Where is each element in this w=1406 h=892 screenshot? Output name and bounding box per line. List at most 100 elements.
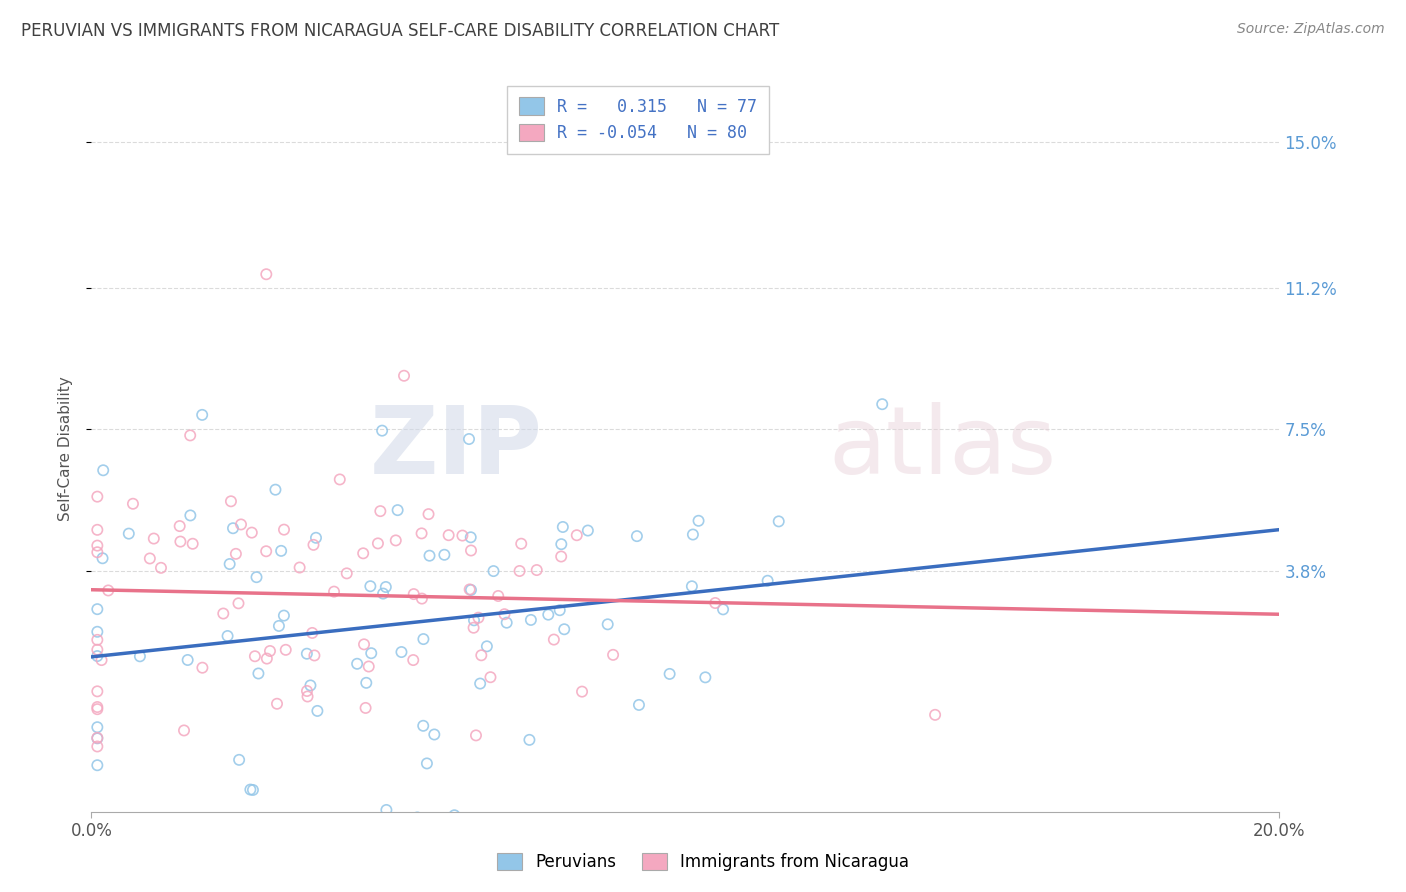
- Point: [288, 560, 311, 574]
- Point: [273, 608, 295, 623]
- Point: [467, 610, 489, 624]
- Point: [681, 579, 703, 593]
- Point: [423, 727, 446, 741]
- Text: Source: ZipAtlas.com: Source: ZipAtlas.com: [1237, 22, 1385, 37]
- Point: [245, 570, 267, 584]
- Point: [304, 648, 326, 663]
- Point: [470, 676, 492, 690]
- Point: [458, 582, 481, 597]
- Point: [627, 698, 650, 712]
- Point: [682, 527, 704, 541]
- Point: [86, 739, 108, 754]
- Point: [254, 267, 277, 281]
- Point: [86, 731, 108, 745]
- Point: [463, 613, 485, 627]
- Point: [91, 551, 114, 566]
- Text: ZIP: ZIP: [370, 402, 543, 494]
- Point: [711, 602, 734, 616]
- Point: [357, 659, 380, 673]
- Point: [86, 731, 108, 746]
- Point: [359, 579, 381, 593]
- Point: [228, 753, 250, 767]
- Point: [299, 678, 322, 692]
- Point: [242, 783, 264, 797]
- Point: [548, 603, 571, 617]
- Point: [259, 644, 281, 658]
- Point: [273, 523, 295, 537]
- Point: [551, 520, 574, 534]
- Point: [451, 528, 474, 542]
- Point: [375, 803, 398, 817]
- Point: [336, 566, 359, 581]
- Point: [346, 657, 368, 671]
- Point: [139, 551, 162, 566]
- Point: [479, 670, 502, 684]
- Point: [510, 537, 533, 551]
- Point: [437, 528, 460, 542]
- Point: [768, 515, 790, 529]
- Point: [254, 544, 277, 558]
- Point: [122, 497, 145, 511]
- Point: [465, 728, 488, 742]
- Point: [353, 637, 375, 651]
- Point: [176, 653, 198, 667]
- Point: [356, 676, 378, 690]
- Point: [550, 537, 572, 551]
- Point: [602, 648, 624, 662]
- Point: [329, 472, 352, 486]
- Point: [217, 629, 239, 643]
- Point: [86, 624, 108, 639]
- Point: [543, 632, 565, 647]
- Point: [179, 508, 201, 523]
- Point: [219, 494, 242, 508]
- Point: [486, 589, 509, 603]
- Point: [243, 649, 266, 664]
- Point: [367, 536, 389, 550]
- Point: [86, 649, 108, 664]
- Point: [371, 424, 394, 438]
- Point: [416, 813, 439, 827]
- Point: [411, 591, 433, 606]
- Point: [301, 626, 323, 640]
- Text: PERUVIAN VS IMMIGRANTS FROM NICARAGUA SELF-CARE DISABILITY CORRELATION CHART: PERUVIAN VS IMMIGRANTS FROM NICARAGUA SE…: [21, 22, 779, 40]
- Point: [86, 720, 108, 734]
- Point: [212, 607, 235, 621]
- Point: [576, 524, 599, 538]
- Point: [384, 533, 406, 548]
- Point: [256, 651, 278, 665]
- Point: [305, 531, 328, 545]
- Point: [550, 549, 572, 564]
- Point: [323, 584, 346, 599]
- Point: [553, 622, 575, 636]
- Point: [433, 548, 456, 562]
- Point: [418, 549, 440, 563]
- Point: [418, 507, 440, 521]
- Point: [228, 596, 250, 610]
- Point: [307, 704, 329, 718]
- Point: [924, 707, 946, 722]
- Point: [756, 574, 779, 588]
- Point: [264, 483, 287, 497]
- Point: [86, 758, 108, 772]
- Point: [86, 700, 108, 714]
- Point: [688, 514, 710, 528]
- Point: [571, 684, 593, 698]
- Point: [179, 428, 201, 442]
- Point: [173, 723, 195, 738]
- Point: [658, 667, 681, 681]
- Point: [402, 653, 425, 667]
- Point: [129, 649, 152, 664]
- Point: [387, 503, 409, 517]
- Point: [247, 666, 270, 681]
- Point: [352, 546, 374, 560]
- Point: [274, 643, 297, 657]
- Point: [240, 525, 263, 540]
- Point: [181, 537, 204, 551]
- Point: [526, 563, 548, 577]
- Point: [97, 583, 120, 598]
- Point: [86, 602, 108, 616]
- Point: [509, 564, 531, 578]
- Point: [482, 564, 505, 578]
- Y-axis label: Self-Care Disability: Self-Care Disability: [58, 376, 73, 521]
- Point: [225, 547, 247, 561]
